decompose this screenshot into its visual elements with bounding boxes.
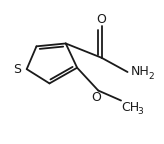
Text: CH: CH bbox=[121, 101, 139, 114]
Text: O: O bbox=[97, 13, 106, 26]
Text: 3: 3 bbox=[137, 107, 143, 116]
Text: 2: 2 bbox=[149, 72, 154, 81]
Text: NH: NH bbox=[131, 66, 150, 78]
Text: O: O bbox=[92, 91, 102, 104]
Text: S: S bbox=[13, 63, 21, 76]
